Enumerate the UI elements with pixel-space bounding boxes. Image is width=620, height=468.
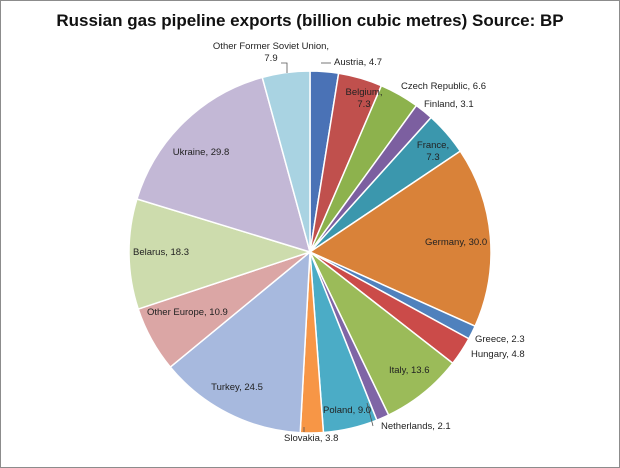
data-label-hungary: Hungary, 4.8 bbox=[471, 349, 525, 360]
data-label-italy: Italy, 13.6 bbox=[389, 365, 430, 376]
data-label-germany: Germany, 30.0 bbox=[425, 237, 487, 248]
pie-slice-belarus bbox=[128, 198, 313, 311]
data-label-belgium: Belgium, 7.3 bbox=[346, 87, 383, 110]
leader-line-netherlands bbox=[366, 402, 374, 427]
pie-slice-other-former-soviet-union bbox=[261, 70, 311, 253]
data-label-turkey: Turkey, 24.5 bbox=[211, 382, 263, 393]
data-label-slovakia: Slovakia, 3.8 bbox=[284, 433, 338, 444]
data-label-austria: Austria, 4.7 bbox=[334, 57, 382, 68]
data-label-other-europe: Other Europe, 10.9 bbox=[147, 307, 228, 318]
data-label-greece: Greece, 2.3 bbox=[475, 334, 525, 345]
data-label-france: France, 7.3 bbox=[417, 140, 449, 163]
data-label-belarus: Belarus, 18.3 bbox=[133, 247, 189, 258]
data-label-other-former-soviet-union: Other Former Soviet Union, 7.9 bbox=[213, 41, 329, 64]
data-label-ukraine: Ukraine, 29.8 bbox=[173, 147, 230, 158]
pie-slice-turkey bbox=[169, 250, 311, 434]
leader-line-other-former-soviet-union bbox=[281, 62, 288, 73]
pie-slice-germany bbox=[308, 150, 492, 328]
data-label-finland: Finland, 3.1 bbox=[424, 99, 474, 110]
pie-slice-ukraine bbox=[136, 76, 312, 254]
data-label-poland: Poland, 9.0 bbox=[323, 405, 371, 416]
data-label-netherlands: Netherlands, 2.1 bbox=[381, 421, 451, 432]
chart-title: Russian gas pipeline exports (billion cu… bbox=[56, 11, 564, 30]
data-label-czech-republic: Czech Republic, 6.6 bbox=[401, 81, 486, 92]
